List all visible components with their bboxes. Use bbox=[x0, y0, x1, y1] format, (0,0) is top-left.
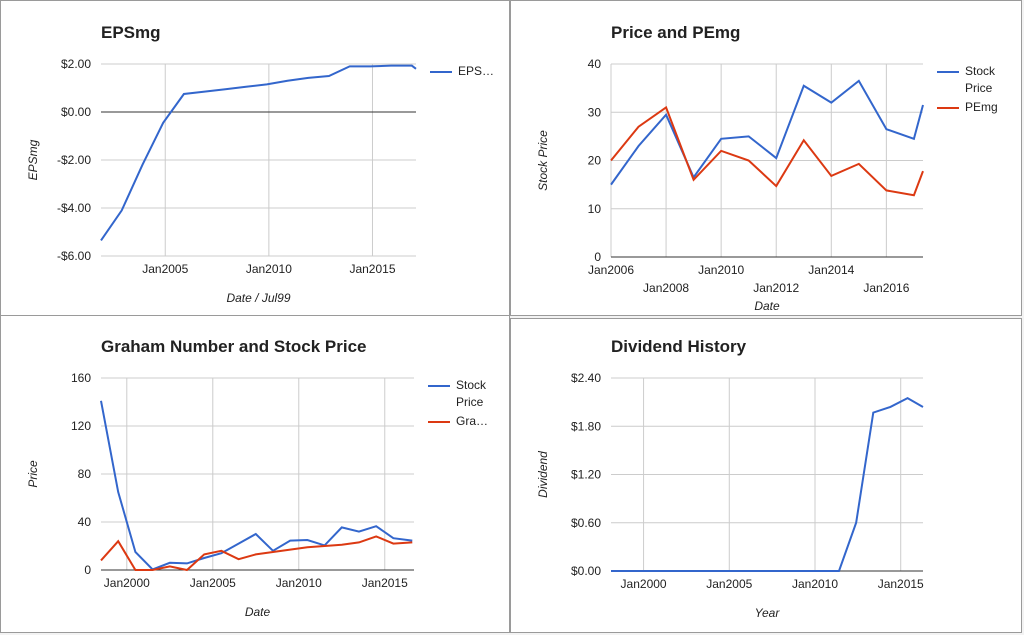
x-tick-label: Jan2015 bbox=[362, 576, 408, 590]
x-tick-label: Jan2015 bbox=[878, 577, 924, 591]
y-tick-label: 10 bbox=[588, 202, 602, 216]
x-tick-label: Jan2005 bbox=[142, 262, 188, 276]
y-tick-label: 120 bbox=[71, 419, 91, 433]
legend-item: Stock Price bbox=[428, 377, 508, 411]
y-tick-label: 80 bbox=[78, 467, 92, 481]
y-tick-label: 160 bbox=[71, 371, 91, 385]
x-tick-label: Jan2015 bbox=[349, 262, 395, 276]
x-tick-label: Jan2005 bbox=[190, 576, 236, 590]
legend-swatch bbox=[937, 71, 959, 73]
x-tick-label: Jan2010 bbox=[698, 263, 744, 277]
y-tick-label: $0.00 bbox=[61, 105, 91, 119]
y-tick-label: $0.60 bbox=[571, 516, 601, 530]
y-axis-label: Dividend bbox=[536, 451, 550, 498]
legend-item: PEmg bbox=[937, 99, 1017, 116]
chart-panel: Dividend History $0.00 $0.60 $1.20 $1.80 $2.4… bbox=[510, 318, 1022, 633]
y-tick-label: $0.00 bbox=[571, 564, 601, 578]
y-axis-label: EPSmg bbox=[26, 139, 40, 180]
x-tick-label: Jan2000 bbox=[104, 576, 150, 590]
x-tick-label: Jan2010 bbox=[276, 576, 322, 590]
y-tick-label: 30 bbox=[588, 105, 602, 119]
chart-panel: Price and PEmg 0 10 20 30 40 Jan2006 Jan2008 Jan… bbox=[510, 0, 1022, 316]
y-tick-label: -$6.00 bbox=[57, 249, 91, 263]
data-line bbox=[610, 105, 924, 197]
data-line bbox=[611, 396, 924, 572]
chart: EPSmg -$6.00 -$4.00 -$2.00 $0.00 $2.00 Jan2005… bbox=[26, 23, 417, 305]
legend: Stock Price Gra… bbox=[428, 377, 508, 432]
legend-label: PEmg bbox=[965, 100, 998, 114]
x-tick-label: Jan2000 bbox=[621, 577, 667, 591]
y-tick-label: 40 bbox=[78, 515, 92, 529]
chart-panel: EPSmg -$6.00 -$4.00 -$2.00 $0.00 $2.00 Jan2005… bbox=[0, 0, 510, 316]
y-tick-label: $2.00 bbox=[61, 57, 91, 71]
legend: Stock Price PEmg bbox=[937, 63, 1017, 118]
x-tick-label: Jan2010 bbox=[792, 577, 838, 591]
legend-label: Gra… bbox=[456, 414, 489, 428]
chart: Dividend History $0.00 $0.60 $1.20 $1.80 $2.4… bbox=[536, 337, 924, 620]
x-tick-label: Jan2005 bbox=[706, 577, 752, 591]
chart-title: Graham Number and Stock Price bbox=[101, 337, 366, 356]
y-tick-label: 20 bbox=[588, 154, 602, 168]
chart-title: Price and PEmg bbox=[611, 23, 740, 42]
y-tick-label: 0 bbox=[594, 250, 601, 264]
chart: Graham Number and Stock Price 0 40 80 120 160… bbox=[26, 337, 414, 619]
legend: EPS… bbox=[430, 63, 510, 82]
x-tick-label: Jan2008 bbox=[643, 281, 689, 295]
x-tick-label: Jan2010 bbox=[246, 262, 292, 276]
legend-swatch bbox=[937, 107, 959, 109]
y-tick-label: 40 bbox=[588, 57, 602, 71]
legend-swatch bbox=[428, 385, 450, 387]
data-line bbox=[100, 64, 417, 241]
chart-panel: Graham Number and Stock Price 0 40 80 120 160… bbox=[0, 315, 510, 633]
legend-item: Stock Price bbox=[937, 63, 1017, 97]
y-tick-label: -$4.00 bbox=[57, 201, 91, 215]
legend-item: Gra… bbox=[428, 413, 508, 430]
legend-swatch bbox=[430, 71, 452, 73]
y-axis-label: Stock Price bbox=[536, 130, 550, 191]
x-tick-label: Jan2016 bbox=[863, 281, 909, 295]
y-tick-label: -$2.00 bbox=[57, 153, 91, 167]
x-axis-label: Date bbox=[245, 605, 271, 619]
x-axis-label: Date / Jul99 bbox=[226, 291, 290, 305]
y-tick-label: $1.80 bbox=[571, 419, 601, 433]
x-tick-label: Jan2012 bbox=[753, 281, 799, 295]
chart-title: EPSmg bbox=[101, 23, 161, 42]
chart-title: Dividend History bbox=[611, 337, 747, 356]
x-tick-label: Jan2006 bbox=[588, 263, 634, 277]
legend-label: Stock Price bbox=[456, 378, 487, 409]
chart: Price and PEmg 0 10 20 30 40 Jan2006 Jan2008 Jan… bbox=[536, 23, 924, 313]
x-axis-label: Year bbox=[755, 606, 781, 620]
legend-item: EPS… bbox=[430, 63, 510, 80]
y-tick-label: $1.20 bbox=[571, 468, 601, 482]
legend-swatch bbox=[428, 421, 450, 423]
data-line bbox=[610, 79, 924, 186]
legend-label: Stock Price bbox=[965, 64, 996, 95]
data-line bbox=[100, 535, 413, 572]
y-tick-label: $2.40 bbox=[571, 371, 601, 385]
x-tick-label: Jan2014 bbox=[808, 263, 854, 277]
legend-label: EPS… bbox=[458, 64, 495, 78]
y-axis-label: Price bbox=[26, 460, 40, 488]
y-tick-label: 0 bbox=[84, 563, 91, 577]
x-axis-label: Date bbox=[754, 299, 780, 313]
